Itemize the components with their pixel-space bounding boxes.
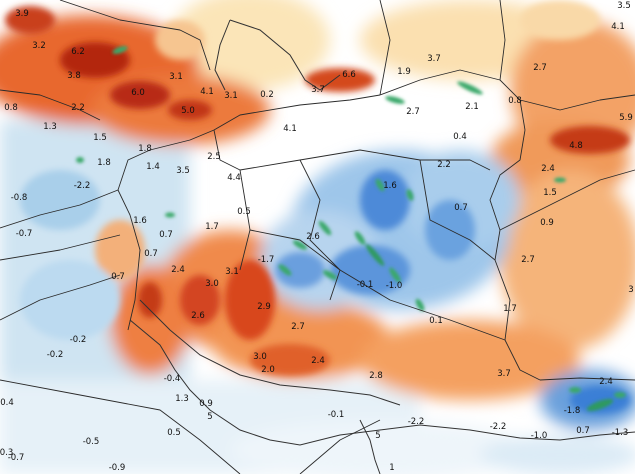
value-label: 2.4 xyxy=(171,265,185,275)
value-label: 0.9 xyxy=(540,218,554,228)
anomaly-streaks xyxy=(76,46,626,412)
value-label: -1.0 xyxy=(386,281,403,291)
value-label: -2.2 xyxy=(408,417,425,427)
value-label: -2.2 xyxy=(490,422,507,432)
value-label: 3.8 xyxy=(67,71,81,81)
value-label: 2.6 xyxy=(191,311,205,321)
value-label: 1.5 xyxy=(543,188,557,198)
value-label: -1.3 xyxy=(612,428,629,438)
value-label: 1.5 xyxy=(93,133,107,143)
value-label: 2.4 xyxy=(541,164,555,174)
value-label: 2.1 xyxy=(465,102,479,112)
value-label: -0.5 xyxy=(83,437,100,447)
value-label: 2.0 xyxy=(261,365,275,375)
value-label: 1.9 xyxy=(397,67,411,77)
value-label: -1.7 xyxy=(258,255,275,265)
value-label: 5 xyxy=(375,431,380,441)
value-label: -0.1 xyxy=(328,410,345,420)
value-label: 0.2 xyxy=(260,90,274,100)
value-label: -0.4 xyxy=(164,374,181,384)
value-label: 5.0 xyxy=(181,106,195,116)
value-label: -0.2 xyxy=(70,335,87,345)
value-label: 3 xyxy=(628,285,633,295)
value-label: 1.8 xyxy=(138,144,152,154)
value-label: -1.8 xyxy=(564,406,581,416)
value-label: 1.3 xyxy=(43,122,57,132)
value-label: 2.7 xyxy=(533,63,547,73)
value-label: 3.7 xyxy=(497,369,511,379)
value-label: 4.1 xyxy=(283,124,297,134)
value-label: 4.1 xyxy=(611,22,625,32)
value-label: 4.1 xyxy=(200,87,214,97)
value-label: 2.8 xyxy=(369,371,383,381)
value-label: 2.4 xyxy=(599,377,613,387)
value-label: 1.4 xyxy=(146,162,160,172)
value-label: 4.4 xyxy=(227,173,241,183)
value-label: 0.5 xyxy=(237,207,251,217)
anomaly-field-detail xyxy=(5,0,630,414)
value-label: 0.7 xyxy=(111,272,125,282)
value-label: -1.0 xyxy=(531,431,548,441)
value-label: -0.7 xyxy=(8,453,25,463)
value-label: -0.2 xyxy=(47,350,64,360)
value-label: -0.8 xyxy=(11,193,28,203)
value-label: 0.5 xyxy=(167,428,181,438)
value-label: 1.7 xyxy=(205,222,219,232)
value-label: 4.8 xyxy=(569,141,583,151)
value-label: 2.5 xyxy=(207,152,221,162)
value-label: 0.4 xyxy=(0,398,14,408)
value-label: 2.6 xyxy=(306,232,320,242)
value-label: 3.9 xyxy=(15,9,29,19)
value-label: -0.9 xyxy=(109,463,126,473)
value-label: 5.9 xyxy=(619,113,633,123)
value-label: 0.7 xyxy=(454,203,468,213)
value-label: 0.9 xyxy=(199,399,213,409)
value-label: 3.1 xyxy=(224,91,238,101)
value-label: 2.7 xyxy=(291,322,305,332)
value-label: 0.7 xyxy=(144,249,158,259)
value-label: 3.7 xyxy=(311,85,325,95)
value-label: -0.7 xyxy=(16,229,33,239)
coastlines xyxy=(129,19,635,474)
value-label: 3.2 xyxy=(32,41,46,51)
value-label: 1.7 xyxy=(503,304,517,314)
value-label: 6.0 xyxy=(131,88,145,98)
value-label: 1 xyxy=(389,463,394,473)
value-label: -2.2 xyxy=(74,181,91,191)
value-label: 2.4 xyxy=(311,356,325,366)
value-label: 3.1 xyxy=(225,267,239,277)
value-label: 2.2 xyxy=(71,103,85,113)
value-label: 0.7 xyxy=(159,230,173,240)
value-label: 1.6 xyxy=(133,216,147,226)
value-label: 5 xyxy=(207,412,212,422)
value-label: 3.1 xyxy=(169,72,183,82)
value-label: 2.9 xyxy=(257,302,271,312)
value-label: 0.8 xyxy=(4,103,18,113)
value-label: 2.7 xyxy=(521,255,535,265)
value-label: 2.7 xyxy=(406,107,420,117)
value-label: 1.3 xyxy=(175,394,189,404)
value-label: 3.0 xyxy=(253,352,267,362)
value-label: 2.2 xyxy=(437,160,451,170)
value-label: 6.2 xyxy=(71,47,85,57)
value-label: 3.5 xyxy=(176,166,190,176)
value-label: 0.8 xyxy=(508,96,522,106)
value-label: -0.3 xyxy=(0,448,13,458)
value-label: 3.0 xyxy=(205,279,219,289)
value-label: 0.4 xyxy=(453,132,467,142)
value-label: 1.6 xyxy=(383,181,397,191)
value-label: 6.6 xyxy=(342,70,356,80)
value-label: 0.7 xyxy=(576,426,590,436)
value-label: 1.8 xyxy=(97,158,111,168)
value-label: 0.1 xyxy=(429,316,443,326)
value-label: 3.7 xyxy=(427,54,441,64)
value-label: 3.5 xyxy=(617,1,631,11)
value-label: -0.1 xyxy=(357,280,374,290)
